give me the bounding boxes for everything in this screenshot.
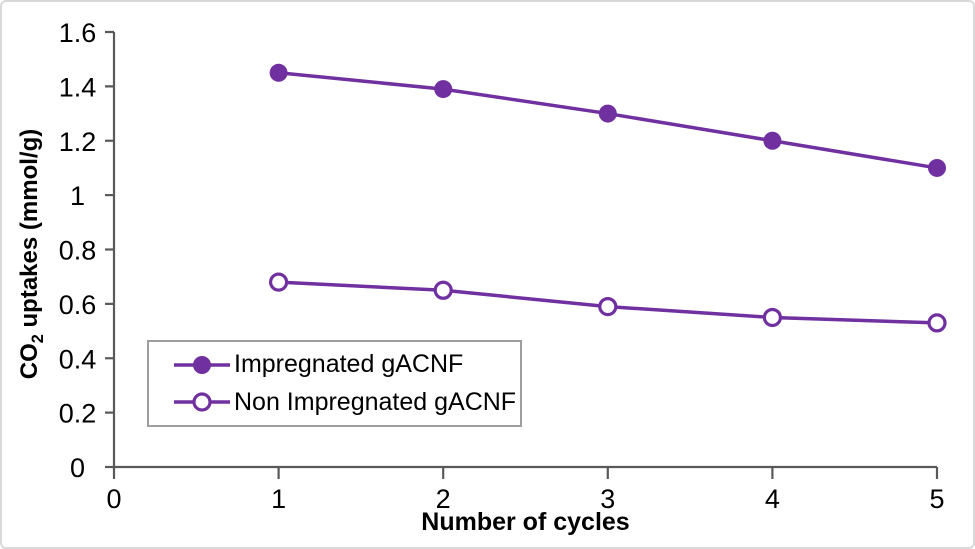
filled-circle-marker-icon: [174, 355, 230, 374]
data-point: [434, 80, 453, 99]
y-tick-label: 1.2: [59, 127, 97, 157]
x-tick-label: 0: [106, 484, 121, 514]
x-tick-label: 4: [765, 484, 780, 514]
y-tick-label: 1.6: [59, 18, 97, 48]
legend-label: Non Impregnated gACNF: [234, 387, 517, 416]
y-axis-title-subscript: 2: [28, 334, 47, 344]
legend-item-non-impregnated: Non Impregnated gACNF: [173, 388, 520, 417]
y-axis-title: CO2 uptakes (mmol/g): [16, 129, 48, 379]
y-axis-title-text: CO: [16, 343, 44, 380]
legend: Impregnated gACNF Non Impregnated gACNF: [147, 340, 522, 427]
legend-label: Impregnated gACNF: [234, 350, 464, 379]
y-tick-label: 0.2: [59, 399, 97, 429]
data-point: [598, 104, 617, 123]
data-point: [269, 63, 288, 82]
open-circle-marker-icon: [174, 392, 230, 412]
y-axis-title-text: uptakes (mmol/g): [16, 128, 44, 335]
y-tick-label: 0.8: [59, 236, 97, 266]
y-tick-label: 1: [70, 181, 85, 211]
data-point: [762, 307, 783, 328]
x-axis-title: Number of cycles: [421, 508, 630, 536]
data-point: [927, 313, 947, 333]
x-tick-label: 3: [600, 484, 615, 514]
x-tick-label: 2: [436, 484, 451, 514]
legend-item-impregnated: Impregnated gACNF: [173, 350, 520, 379]
y-tick-label: 0.6: [59, 290, 97, 320]
y-tick-label: 0.4: [59, 344, 97, 374]
y-tick-label: 0: [70, 453, 85, 483]
data-point: [928, 158, 946, 177]
data-point: [763, 131, 782, 150]
data-point: [598, 296, 618, 317]
x-tick-label: 1: [271, 484, 286, 514]
x-tick-label: 5: [929, 484, 944, 514]
data-point: [433, 280, 453, 300]
y-tick-label: 1.4: [59, 72, 97, 102]
data-point: [269, 272, 289, 292]
